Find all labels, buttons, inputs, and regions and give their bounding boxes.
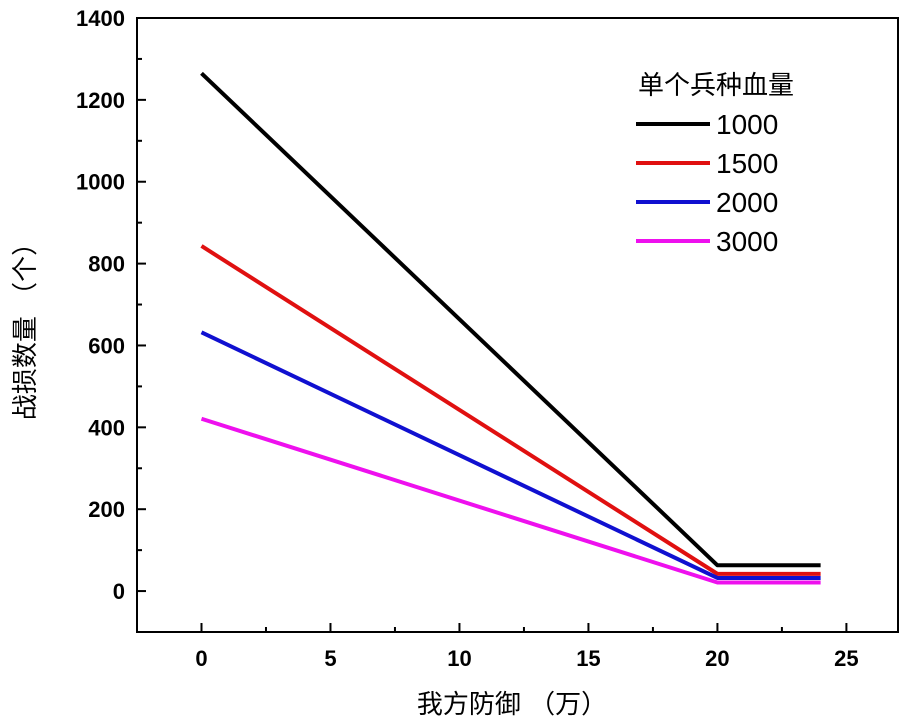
series-line-1500 <box>200 244 821 576</box>
tick-labels: 0 200 400 600 800 1000 1200 1400 0 5 10 15 20 25 <box>76 6 859 671</box>
y-tick-label: 0 <box>113 579 125 604</box>
y-tick-label: 200 <box>88 497 125 522</box>
legend: 单个兵种血量 1000 1500 2000 3000 <box>636 71 794 257</box>
x-tick-label: 25 <box>834 646 858 671</box>
x-tick-label: 20 <box>705 646 729 671</box>
ticks <box>137 17 848 632</box>
x-tick-label: 0 <box>195 646 207 671</box>
y-tick-label: 600 <box>88 333 125 358</box>
y-tick-label: 800 <box>88 252 125 277</box>
y-tick-label: 1200 <box>76 88 125 113</box>
x-tick-label: 5 <box>324 646 336 671</box>
x-axis-title: 我方防御 （万） <box>417 690 607 720</box>
series-line-1000 <box>200 71 821 568</box>
legend-title: 单个兵种血量 <box>638 71 794 101</box>
legend-label-2000: 2000 <box>716 187 778 218</box>
legend-label-1000: 1000 <box>716 109 778 140</box>
series-line-3000 <box>200 416 821 585</box>
x-tick-label: 10 <box>447 646 471 671</box>
plot-frame <box>136 17 899 633</box>
y-tick-label: 1000 <box>76 170 125 195</box>
series-lines <box>200 71 821 585</box>
x-tick-label: 15 <box>576 646 600 671</box>
legend-label-1500: 1500 <box>716 148 778 179</box>
legend-label-3000: 3000 <box>716 226 778 257</box>
y-tick-label: 400 <box>88 415 125 440</box>
series-line-2000 <box>200 330 821 580</box>
y-tick-label: 1400 <box>76 6 125 31</box>
y-axis-title: 战损数量 （个） <box>11 230 41 420</box>
